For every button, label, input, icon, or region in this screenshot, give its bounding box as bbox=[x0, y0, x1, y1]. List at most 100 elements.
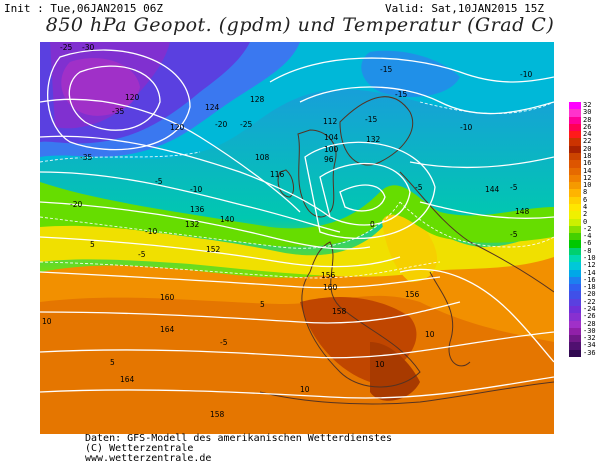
geopotential-label: 158 bbox=[210, 410, 225, 419]
colorbar-swatch bbox=[569, 306, 581, 314]
website: www.wetterzentrale.de bbox=[85, 453, 212, 464]
colorbar-label: -22 bbox=[583, 297, 596, 306]
coast-north-africa bbox=[259, 381, 554, 405]
colorbar-swatch bbox=[569, 233, 581, 241]
init-time: Init : Tue,06JAN2015 06Z bbox=[4, 2, 163, 15]
temperature-label: -5 bbox=[510, 183, 518, 192]
colorbar-label: 20 bbox=[583, 144, 592, 153]
colorbar-swatch bbox=[569, 335, 581, 343]
temperature-label: 10 bbox=[375, 360, 385, 369]
colorbar-swatch bbox=[569, 211, 581, 220]
colorbar-swatch bbox=[569, 313, 581, 322]
colorbar-label: 10 bbox=[583, 181, 592, 190]
colorbar-label: 26 bbox=[583, 122, 592, 131]
colorbar-label: 8 bbox=[583, 188, 588, 197]
colorbar-label: -8 bbox=[583, 246, 592, 255]
data-source: Daten: GFS-Modell des amerikanischen Wet… bbox=[85, 433, 393, 444]
geopotential-label: 104 bbox=[324, 133, 339, 142]
colorbar-label: -2 bbox=[583, 224, 592, 233]
colorbar-label: 32 bbox=[583, 101, 592, 109]
geopotential-label: 158 bbox=[332, 307, 347, 316]
colorbar-swatch bbox=[569, 167, 581, 176]
colorbar-swatch bbox=[569, 247, 581, 256]
colorbar-label: -36 bbox=[583, 348, 596, 357]
colorbar-label: 2 bbox=[583, 210, 588, 219]
coast-central-europe bbox=[399, 171, 554, 293]
weather-map: 120 120 124 128 136 140 144 148 152 156 … bbox=[40, 42, 554, 434]
temperature-label: 5 bbox=[260, 300, 265, 309]
colorbar-swatch bbox=[569, 138, 581, 147]
temperature-label: -25 bbox=[240, 120, 252, 129]
colorbar-label: -30 bbox=[583, 326, 596, 335]
colorbar-swatch bbox=[569, 240, 581, 249]
cold-pool-east bbox=[361, 50, 460, 97]
temperature-label: -5 bbox=[220, 338, 228, 347]
temperature-lines bbox=[40, 101, 554, 279]
temperature-label-group: -25 -30 -35 -35 -25 -20 -20 -15 -10 -5 0… bbox=[42, 43, 532, 394]
colorbar-swatch bbox=[569, 160, 581, 169]
colorbar-swatch bbox=[569, 116, 581, 125]
temperature-label: 5 bbox=[110, 358, 115, 367]
geopotential-label: 124 bbox=[205, 103, 220, 112]
colorbar-label: 24 bbox=[583, 130, 592, 139]
geopotential-label: 156 bbox=[405, 290, 420, 299]
core-cold-center bbox=[61, 58, 140, 116]
colorbar-swatch bbox=[569, 276, 581, 285]
colorbar-label: 6 bbox=[583, 195, 588, 204]
coast-britain bbox=[297, 129, 337, 218]
geopotential-label: 156 bbox=[321, 271, 336, 280]
temperature-label: -35 bbox=[112, 107, 124, 116]
temperature-label: -5 bbox=[155, 177, 163, 186]
temperature-label: -15 bbox=[365, 115, 377, 124]
colorbar-label: -28 bbox=[583, 319, 596, 328]
coast-iberia-france bbox=[301, 241, 421, 388]
temperature-label: 10 bbox=[300, 385, 310, 394]
colorbar-swatch bbox=[569, 342, 581, 351]
geopotential-label: 112 bbox=[323, 117, 338, 126]
geopotential-label: 128 bbox=[250, 95, 265, 104]
colorbar-swatch bbox=[569, 291, 581, 300]
colorbar-label: -24 bbox=[583, 305, 596, 313]
temperature-label: -20 bbox=[215, 120, 227, 129]
copyright: (C) Wetterzentrale bbox=[85, 443, 194, 454]
colorbar-swatch bbox=[569, 262, 581, 271]
colorbar-label: -18 bbox=[583, 283, 596, 292]
temperature-label: -5 bbox=[138, 250, 146, 259]
colorbar-label: 28 bbox=[583, 115, 592, 124]
geopotential-label: 148 bbox=[515, 207, 530, 216]
coast-italy bbox=[429, 271, 471, 367]
geopotential-label: 120 bbox=[170, 123, 185, 132]
colorbar-label: -34 bbox=[583, 341, 596, 350]
temperature-label: 5 bbox=[90, 240, 95, 249]
colorbar-swatch bbox=[569, 327, 581, 336]
coast-scandinavia bbox=[339, 96, 414, 166]
geopotential-label: 144 bbox=[485, 185, 500, 194]
colorbar-label: -32 bbox=[583, 334, 596, 343]
geopotential-label: 108 bbox=[255, 153, 270, 162]
colorbar-label: -16 bbox=[583, 275, 596, 284]
temperature-label: -25 bbox=[60, 43, 72, 52]
colorbar-swatch bbox=[569, 174, 581, 183]
colorbar-label: 18 bbox=[583, 152, 592, 160]
temperature-label: -10 bbox=[145, 227, 157, 236]
geopotential-lines bbox=[40, 49, 554, 399]
temperature-label: -15 bbox=[395, 90, 407, 99]
colorbar-swatch bbox=[569, 320, 581, 329]
temperature-label: 10 bbox=[425, 330, 435, 339]
colorbar-label: -20 bbox=[583, 290, 596, 299]
temperature-label: -5 bbox=[510, 230, 518, 239]
temperature-label: -5 bbox=[415, 183, 423, 192]
colorbar-label: -26 bbox=[583, 312, 596, 321]
geopotential-label: 136 bbox=[190, 205, 205, 214]
colorbar-label: -14 bbox=[583, 268, 596, 277]
geopotential-label: 160 bbox=[323, 283, 338, 292]
geopotential-label: 140 bbox=[220, 215, 235, 224]
colorbar-swatch bbox=[569, 269, 581, 278]
geopotential-label: 120 bbox=[125, 93, 140, 102]
colorbar-swatch bbox=[569, 123, 581, 132]
colorbar-label: 4 bbox=[583, 203, 588, 211]
colorbar-label: 22 bbox=[583, 137, 592, 146]
colorbar-label: -4 bbox=[583, 232, 592, 241]
colorbar-swatch bbox=[569, 109, 581, 118]
map-title: 850 hPa Geopot. (gpdm) und Temperatur (G… bbox=[45, 14, 555, 36]
